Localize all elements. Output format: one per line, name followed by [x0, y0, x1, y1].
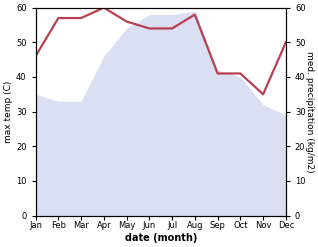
X-axis label: date (month): date (month) [125, 233, 197, 243]
Y-axis label: max temp (C): max temp (C) [4, 80, 13, 143]
Y-axis label: med. precipitation (kg/m2): med. precipitation (kg/m2) [305, 51, 314, 172]
